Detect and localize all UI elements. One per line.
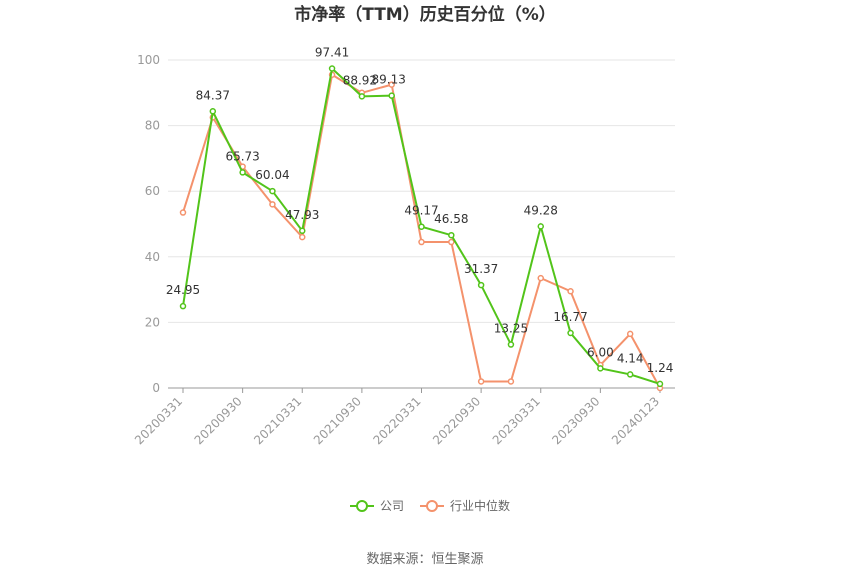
data-label: 13.25 bbox=[494, 322, 528, 336]
data-point bbox=[537, 223, 544, 230]
data-point bbox=[507, 341, 515, 348]
data-label: 47.93 bbox=[285, 208, 319, 222]
x-tick-label: 20210331 bbox=[251, 394, 304, 447]
legend-label: 公司 bbox=[380, 499, 404, 513]
data-point bbox=[507, 378, 515, 385]
data-point bbox=[418, 238, 425, 246]
x-tick-label: 20230930 bbox=[549, 394, 602, 447]
data-label: 31.37 bbox=[464, 262, 498, 276]
data-point bbox=[567, 287, 574, 295]
data-point bbox=[179, 209, 187, 216]
data-point bbox=[358, 93, 366, 100]
legend-item-0[interactable]: 公司 bbox=[350, 499, 404, 513]
chart-title: 市净率（TTM）历史百分位（%） bbox=[294, 4, 556, 25]
data-point bbox=[299, 227, 306, 235]
data-label: 49.17 bbox=[404, 204, 438, 218]
data-point bbox=[299, 233, 306, 241]
data-label: 97.41 bbox=[315, 45, 349, 59]
x-tick-label: 20200331 bbox=[132, 394, 185, 447]
y-tick-label: 40 bbox=[145, 250, 160, 264]
data-point bbox=[418, 223, 425, 230]
data-point bbox=[477, 281, 485, 289]
data-label: 6.00 bbox=[587, 345, 614, 359]
data-point bbox=[388, 92, 395, 99]
legend-item-1[interactable]: 行业中位数 bbox=[420, 498, 510, 513]
x-tick-label: 20200930 bbox=[192, 394, 245, 447]
data-point bbox=[209, 108, 217, 115]
y-tick-label: 100 bbox=[137, 53, 160, 67]
data-point bbox=[269, 187, 276, 195]
data-point bbox=[448, 231, 455, 239]
data-point bbox=[537, 274, 544, 282]
x-tick-label: 20220930 bbox=[430, 394, 483, 447]
grid-lines bbox=[168, 59, 675, 323]
legend[interactable]: 公司 行业中位数 bbox=[350, 498, 510, 513]
data-label: 60.04 bbox=[255, 168, 289, 182]
y-tick-label: 80 bbox=[145, 119, 160, 133]
data-label: 16.77 bbox=[553, 310, 587, 324]
data-point bbox=[328, 65, 336, 72]
data-label: 88.92 bbox=[343, 73, 377, 87]
data-point bbox=[179, 302, 187, 310]
x-axis: 20200331 20200930 20210331 20210930 20220331… bbox=[132, 387, 675, 447]
data-point bbox=[239, 169, 246, 176]
data-point bbox=[656, 380, 664, 388]
legend-marker bbox=[356, 500, 368, 512]
x-tick-label: 20240123 bbox=[609, 394, 662, 447]
data-label: 24.95 bbox=[166, 283, 200, 297]
data-label: 46.58 bbox=[434, 212, 468, 226]
legend-label: 行业中位数 bbox=[450, 498, 510, 513]
data-labels: 24.95 84.37 65.73 60.04 47.93 97.41 88.9289.13… bbox=[166, 45, 674, 374]
data-point bbox=[477, 378, 485, 385]
data-point bbox=[388, 81, 395, 88]
data-label: 84.37 bbox=[196, 88, 230, 102]
x-tick-label: 20230331 bbox=[490, 394, 543, 447]
data-point bbox=[448, 238, 455, 246]
data-point bbox=[269, 201, 276, 208]
data-point bbox=[567, 329, 574, 337]
data-label: 89.13 bbox=[372, 73, 406, 87]
data-label: 1.24 bbox=[647, 361, 674, 375]
plot-area bbox=[179, 65, 664, 392]
data-label: 4.14 bbox=[617, 351, 644, 365]
series-line-1 bbox=[182, 73, 661, 389]
data-point bbox=[626, 371, 634, 378]
data-point bbox=[626, 330, 634, 338]
x-tick-label: 20210930 bbox=[311, 394, 364, 447]
x-tick-label: 20220331 bbox=[371, 394, 424, 447]
source-note: 数据来源：恒生聚源 bbox=[366, 552, 483, 567]
y-axis: 0 20 40 60 80 100 bbox=[137, 53, 160, 395]
data-label: 65.73 bbox=[225, 149, 259, 163]
y-tick-label: 60 bbox=[145, 184, 160, 198]
y-tick-label: 20 bbox=[145, 315, 160, 329]
data-point bbox=[597, 365, 604, 372]
legend-marker bbox=[426, 500, 438, 512]
y-tick-label: 0 bbox=[152, 381, 160, 395]
data-label: 49.28 bbox=[524, 203, 558, 217]
